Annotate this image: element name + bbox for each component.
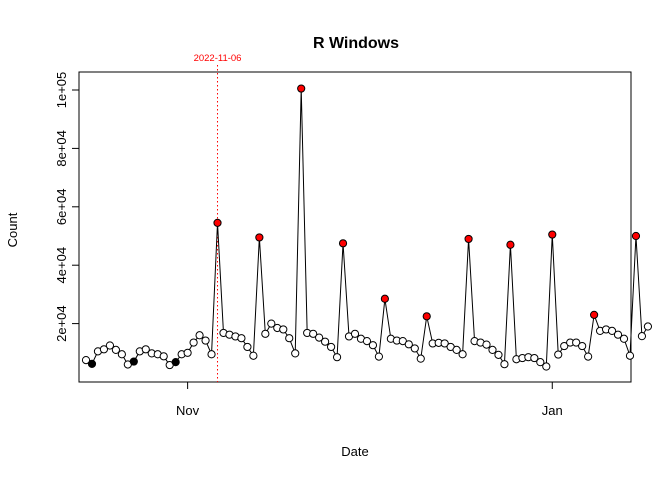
x-tick-label: Jan — [542, 403, 563, 418]
date-annotation: 2022-11-06 — [194, 53, 242, 382]
data-point — [422, 312, 431, 321]
data-point — [458, 350, 467, 359]
data-point — [159, 352, 168, 361]
data-point — [643, 322, 653, 331]
data-point — [111, 345, 120, 354]
data-point — [404, 340, 413, 349]
data-point — [488, 345, 497, 354]
y-tick-label: 2e+04 — [54, 305, 69, 342]
data-point — [243, 342, 252, 352]
x-tick-label: Nov — [176, 403, 200, 418]
data-point — [607, 326, 617, 335]
data-point — [637, 332, 647, 341]
data-point — [321, 337, 330, 346]
annotation-label: 2022-11-06 — [194, 53, 242, 64]
data-point — [189, 338, 198, 347]
data-point — [99, 345, 109, 354]
data-point — [267, 319, 276, 328]
data-point — [195, 331, 204, 340]
data-point — [291, 349, 300, 358]
data-point — [625, 351, 635, 360]
data-point — [249, 351, 258, 360]
data-point — [141, 345, 150, 354]
y-axis-label: Count — [5, 212, 20, 247]
data-point — [374, 352, 384, 361]
data-point — [619, 334, 629, 343]
data-point — [452, 345, 461, 354]
series-points — [81, 84, 653, 371]
data-point — [183, 348, 192, 357]
data-point — [332, 353, 342, 362]
data-point — [572, 338, 581, 347]
data-point — [464, 234, 473, 244]
x-axis-label: Date — [341, 444, 368, 459]
y-tick-label: 6e+04 — [54, 189, 69, 226]
data-point — [380, 294, 389, 303]
chart-title: R Windows — [313, 35, 399, 52]
series-line — [85, 88, 649, 368]
data-point — [584, 352, 593, 361]
data-point — [548, 230, 557, 239]
y-tick-label: 1e+05 — [54, 72, 69, 109]
data-point — [105, 341, 115, 350]
data-point — [416, 354, 425, 363]
data-point — [494, 350, 503, 359]
series-polyline — [85, 88, 649, 368]
data-point — [117, 350, 126, 359]
data-point — [261, 329, 270, 338]
data-point — [201, 336, 210, 345]
data-point — [338, 239, 348, 248]
data-point — [255, 233, 264, 242]
data-point — [171, 358, 180, 367]
data-point — [362, 337, 372, 346]
data-point — [560, 341, 569, 351]
data-point — [536, 358, 545, 367]
data-point — [631, 231, 641, 241]
x-axis: Nov Jan — [176, 381, 563, 418]
data-point — [506, 240, 515, 249]
data-point — [237, 334, 246, 343]
data-point — [213, 218, 222, 227]
data-point — [410, 344, 419, 353]
y-tick-label: 8e+04 — [54, 130, 69, 167]
data-point — [129, 357, 138, 366]
data-point — [440, 339, 449, 348]
data-point — [297, 84, 306, 93]
y-axis: 2e+04 4e+04 6e+04 8e+04 1e+05 — [54, 72, 80, 342]
data-point — [279, 325, 288, 334]
data-point — [554, 350, 563, 359]
data-point — [368, 341, 378, 350]
data-point — [315, 333, 324, 342]
data-point — [350, 329, 360, 338]
data-point — [285, 334, 294, 343]
data-point — [578, 341, 587, 351]
data-point — [530, 353, 539, 363]
y-tick-label: 4e+04 — [54, 247, 69, 284]
data-point — [590, 310, 599, 319]
data-point — [81, 356, 91, 365]
data-point — [482, 340, 491, 349]
data-point — [309, 329, 318, 338]
data-point — [500, 360, 509, 369]
data-point — [87, 359, 97, 368]
data-point — [207, 350, 216, 359]
data-point — [613, 330, 623, 339]
data-point — [326, 342, 336, 352]
data-point — [542, 362, 551, 371]
